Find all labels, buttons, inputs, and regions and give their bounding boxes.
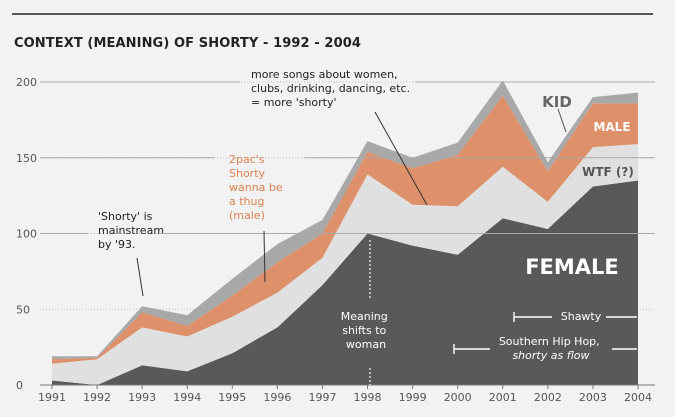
y-axis: 0 50 100 150 200 <box>16 76 37 392</box>
area-female <box>52 180 638 385</box>
more-songs-line-1: more songs about women, <box>251 68 398 81</box>
pointer-pac <box>263 230 266 283</box>
x-tick-label-1994: 1994 <box>173 391 201 404</box>
x-tick-label-1999: 1999 <box>399 391 427 404</box>
pac-line-1: 2pac's <box>229 153 265 166</box>
mainstream-annotation: 'Shorty' is mainstream by '93. <box>98 210 168 251</box>
x-tick-label-1991: 1991 <box>38 391 66 404</box>
x-tick-label-1992: 1992 <box>83 391 111 404</box>
shawty-annotation: Shawty <box>561 310 602 323</box>
pac-line-2: Shorty <box>229 167 266 180</box>
chart-title: CONTEXT (MEANING) OF SHORTY - 1992 - 200… <box>14 36 362 51</box>
series-label-kid: KID <box>542 93 572 111</box>
top-rule <box>12 13 653 15</box>
mainstream-line-1: 'Shorty' is <box>98 210 153 223</box>
pac-annotation: 2pac's Shorty wanna be a thug (male) <box>229 153 286 222</box>
annotations: 'Shorty' is mainstream by '93. 2pac's Sh… <box>40 68 655 385</box>
series-label-female: FEMALE <box>525 255 619 279</box>
y-tick-label-100: 100 <box>16 228 37 241</box>
area-male <box>52 95 638 364</box>
x-tick-label-1996: 1996 <box>263 391 291 404</box>
x-axis: 1991 1992 1993 1994 1995 1996 1997 1998 1999 2000… <box>38 384 655 404</box>
x-tick-label-1993: 1993 <box>128 391 156 404</box>
x-tick-label-1998: 1998 <box>354 391 382 404</box>
meaning-shift-line-2: shifts to <box>342 324 386 337</box>
x-tick-label-1995: 1995 <box>218 391 246 404</box>
pac-line-3: wanna be <box>229 181 283 194</box>
meaning-shift-line-3: woman <box>346 338 386 351</box>
x-tick-label-2000: 2000 <box>444 391 472 404</box>
more-songs-annotation: more songs about women, clubs, drinking,… <box>251 68 414 109</box>
more-songs-line-3: = more 'shorty' <box>251 96 337 109</box>
y-tick-label-200: 200 <box>16 76 37 89</box>
pointer-mainstream <box>136 257 144 297</box>
series-label-wtf: WTF (?) <box>582 165 634 179</box>
x-tick-label-2004: 2004 <box>624 391 652 404</box>
x-tick-label-1997: 1997 <box>308 391 336 404</box>
series-label-male: MALE <box>593 120 630 134</box>
meaning-shift-annotation: Meaning shifts to woman <box>341 310 391 351</box>
pointer-more-songs <box>374 111 428 206</box>
stacked-areas <box>52 80 638 385</box>
y-tick-label-150: 150 <box>16 152 37 165</box>
more-songs-line-2: clubs, drinking, dancing, etc. <box>251 82 410 95</box>
pointer-kid <box>557 108 567 133</box>
y-tick-label-0: 0 <box>16 379 23 392</box>
x-tick-label-2001: 2001 <box>489 391 517 404</box>
pac-line-4: a thug <box>229 195 264 208</box>
meaning-shift-line-1: Meaning <box>341 310 388 323</box>
southern-line-1: Southern Hip Hop, <box>499 335 600 348</box>
mainstream-line-3: by '93. <box>98 238 136 251</box>
southern-annotation: Southern Hip Hop, shorty as flow <box>499 335 603 362</box>
southern-line-2: shorty as flow <box>512 349 589 362</box>
area-wtf <box>52 144 638 385</box>
mainstream-line-2: mainstream <box>98 224 164 237</box>
pac-line-5: (male) <box>229 209 265 222</box>
series-labels: FEMALE WTF (?) MALE KID <box>525 93 634 279</box>
x-tick-label-2002: 2002 <box>534 391 562 404</box>
y-tick-label-50: 50 <box>16 303 30 316</box>
x-tick-label-2003: 2003 <box>579 391 607 404</box>
